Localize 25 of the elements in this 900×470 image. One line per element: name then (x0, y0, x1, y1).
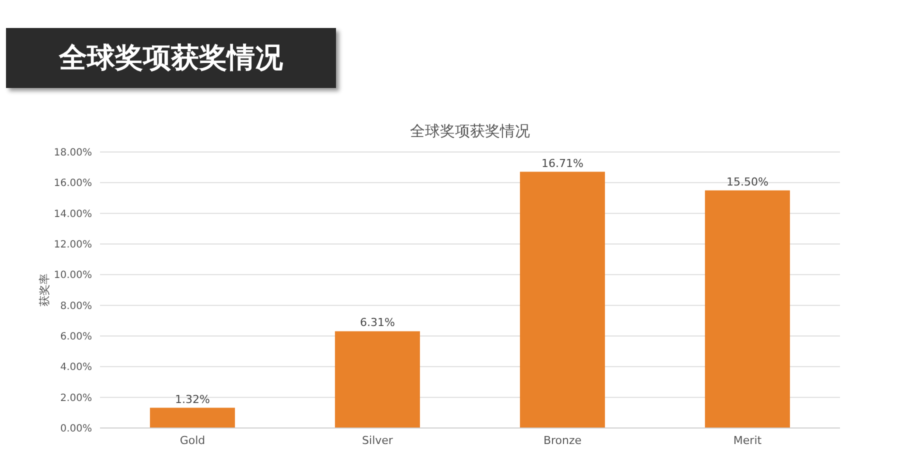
y-tick-label: 14.00% (54, 208, 92, 220)
chart-subtitle: 全球奖项获奖情况 (409, 122, 531, 141)
bar (520, 172, 605, 428)
y-tick-label: 12.00% (54, 240, 92, 251)
bar (704, 190, 790, 428)
x-tick-label: Bronze (543, 434, 582, 447)
data-label: 16.71% (541, 156, 584, 170)
y-tick-label: 18.00% (54, 148, 92, 159)
y-tick-label: 16.00% (54, 178, 92, 190)
y-tick-label: 10.00% (54, 270, 92, 282)
y-tick-label: 2.00% (60, 392, 92, 404)
x-tick-label: Gold (180, 434, 206, 447)
data-label: 1.32% (174, 392, 210, 406)
data-label: 6.31% (360, 316, 395, 330)
y-axis-title: 获奖率 (38, 274, 51, 306)
y-tick-label: 6.00% (60, 332, 92, 343)
y-tick-label: 8.00% (60, 300, 92, 312)
bar (150, 408, 235, 428)
chart-title: 全球奖项获奖情况 (6, 28, 336, 88)
x-tick-label: Merit (733, 434, 762, 447)
y-tick-label: 0.00% (60, 424, 92, 435)
y-tick-label: 4.00% (60, 362, 92, 374)
bar (334, 331, 420, 428)
x-tick-label: Silver (362, 434, 394, 447)
data-label: 15.50% (726, 175, 768, 188)
